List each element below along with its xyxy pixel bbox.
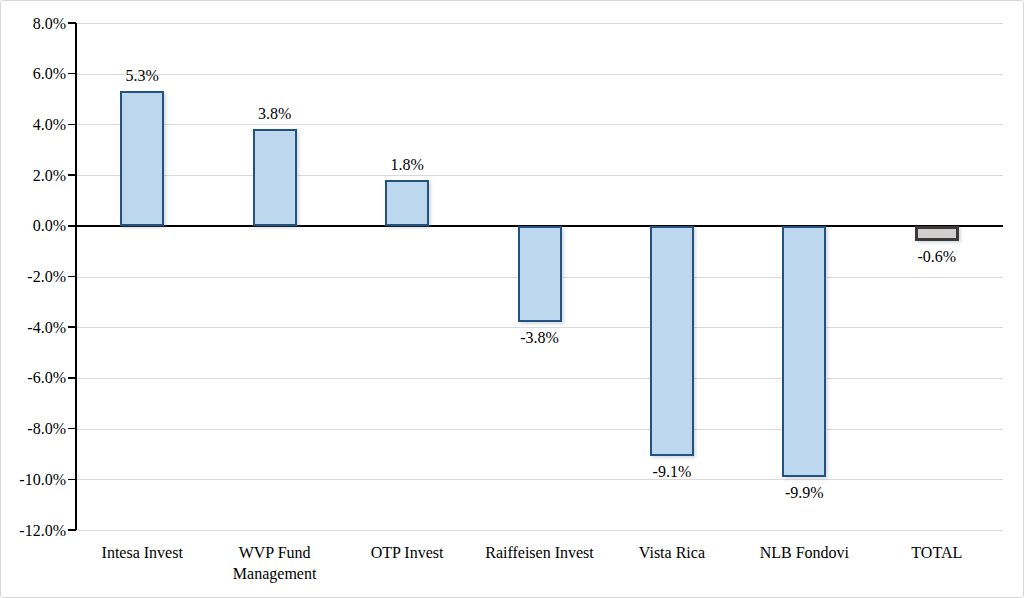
bar-value-label: -0.6%: [897, 247, 977, 266]
y-axis-tick-label: -6.0%: [4, 368, 66, 387]
x-axis-category-label: WVP Fund Management: [210, 542, 338, 584]
bar: [385, 180, 429, 226]
gridline: [76, 378, 1003, 379]
gridline: [76, 124, 1003, 125]
y-axis-tick-label: -4.0%: [4, 318, 66, 337]
bar-value-label: 3.8%: [235, 104, 315, 123]
gridline: [76, 429, 1003, 430]
bar: [518, 226, 562, 322]
gridline: [76, 74, 1003, 75]
y-axis-tick-label: 8.0%: [4, 14, 66, 33]
x-axis-category-label: OTP Invest: [343, 542, 471, 563]
y-axis-tick-label: -10.0%: [4, 470, 66, 489]
y-axis-tick-label: 0.0%: [4, 216, 66, 235]
bar-value-label: -3.8%: [500, 328, 580, 347]
gridline: [76, 530, 1003, 531]
gridline: [76, 479, 1003, 480]
gridline: [76, 23, 1003, 24]
x-axis-category-label: TOTAL: [873, 542, 1001, 563]
bar: [253, 129, 297, 225]
gridline: [76, 175, 1003, 176]
bar-value-label: -9.9%: [764, 483, 844, 502]
bar-chart: 8.0% 6.0% 4.0% 2.0% 0.0% -2.0% -4.0% -6.0% -8.0%…: [0, 0, 1024, 598]
y-axis-tick-label: -12.0%: [4, 521, 66, 540]
total-bar: [915, 226, 959, 241]
y-axis-tick-label: -8.0%: [4, 419, 66, 438]
bar-value-label: 1.8%: [367, 155, 447, 174]
y-axis-tick-label: 4.0%: [4, 115, 66, 134]
bar: [782, 226, 826, 477]
x-axis-category-label: Raiffeisen Invest: [475, 542, 603, 563]
y-axis-tick-label: 2.0%: [4, 166, 66, 185]
y-axis-tick-label: 6.0%: [4, 64, 66, 83]
x-axis-category-label: Intesa Invest: [78, 542, 206, 563]
bar-value-label: 5.3%: [102, 66, 182, 85]
x-axis-category-label: NLB Fondovi: [740, 542, 868, 563]
bar-value-label: -9.1%: [632, 462, 712, 481]
bar: [120, 91, 164, 225]
y-axis-tick-label: -2.0%: [4, 267, 66, 286]
y-axis-line: [75, 23, 77, 530]
bar: [650, 226, 694, 457]
x-axis-category-label: Vista Rica: [608, 542, 736, 563]
